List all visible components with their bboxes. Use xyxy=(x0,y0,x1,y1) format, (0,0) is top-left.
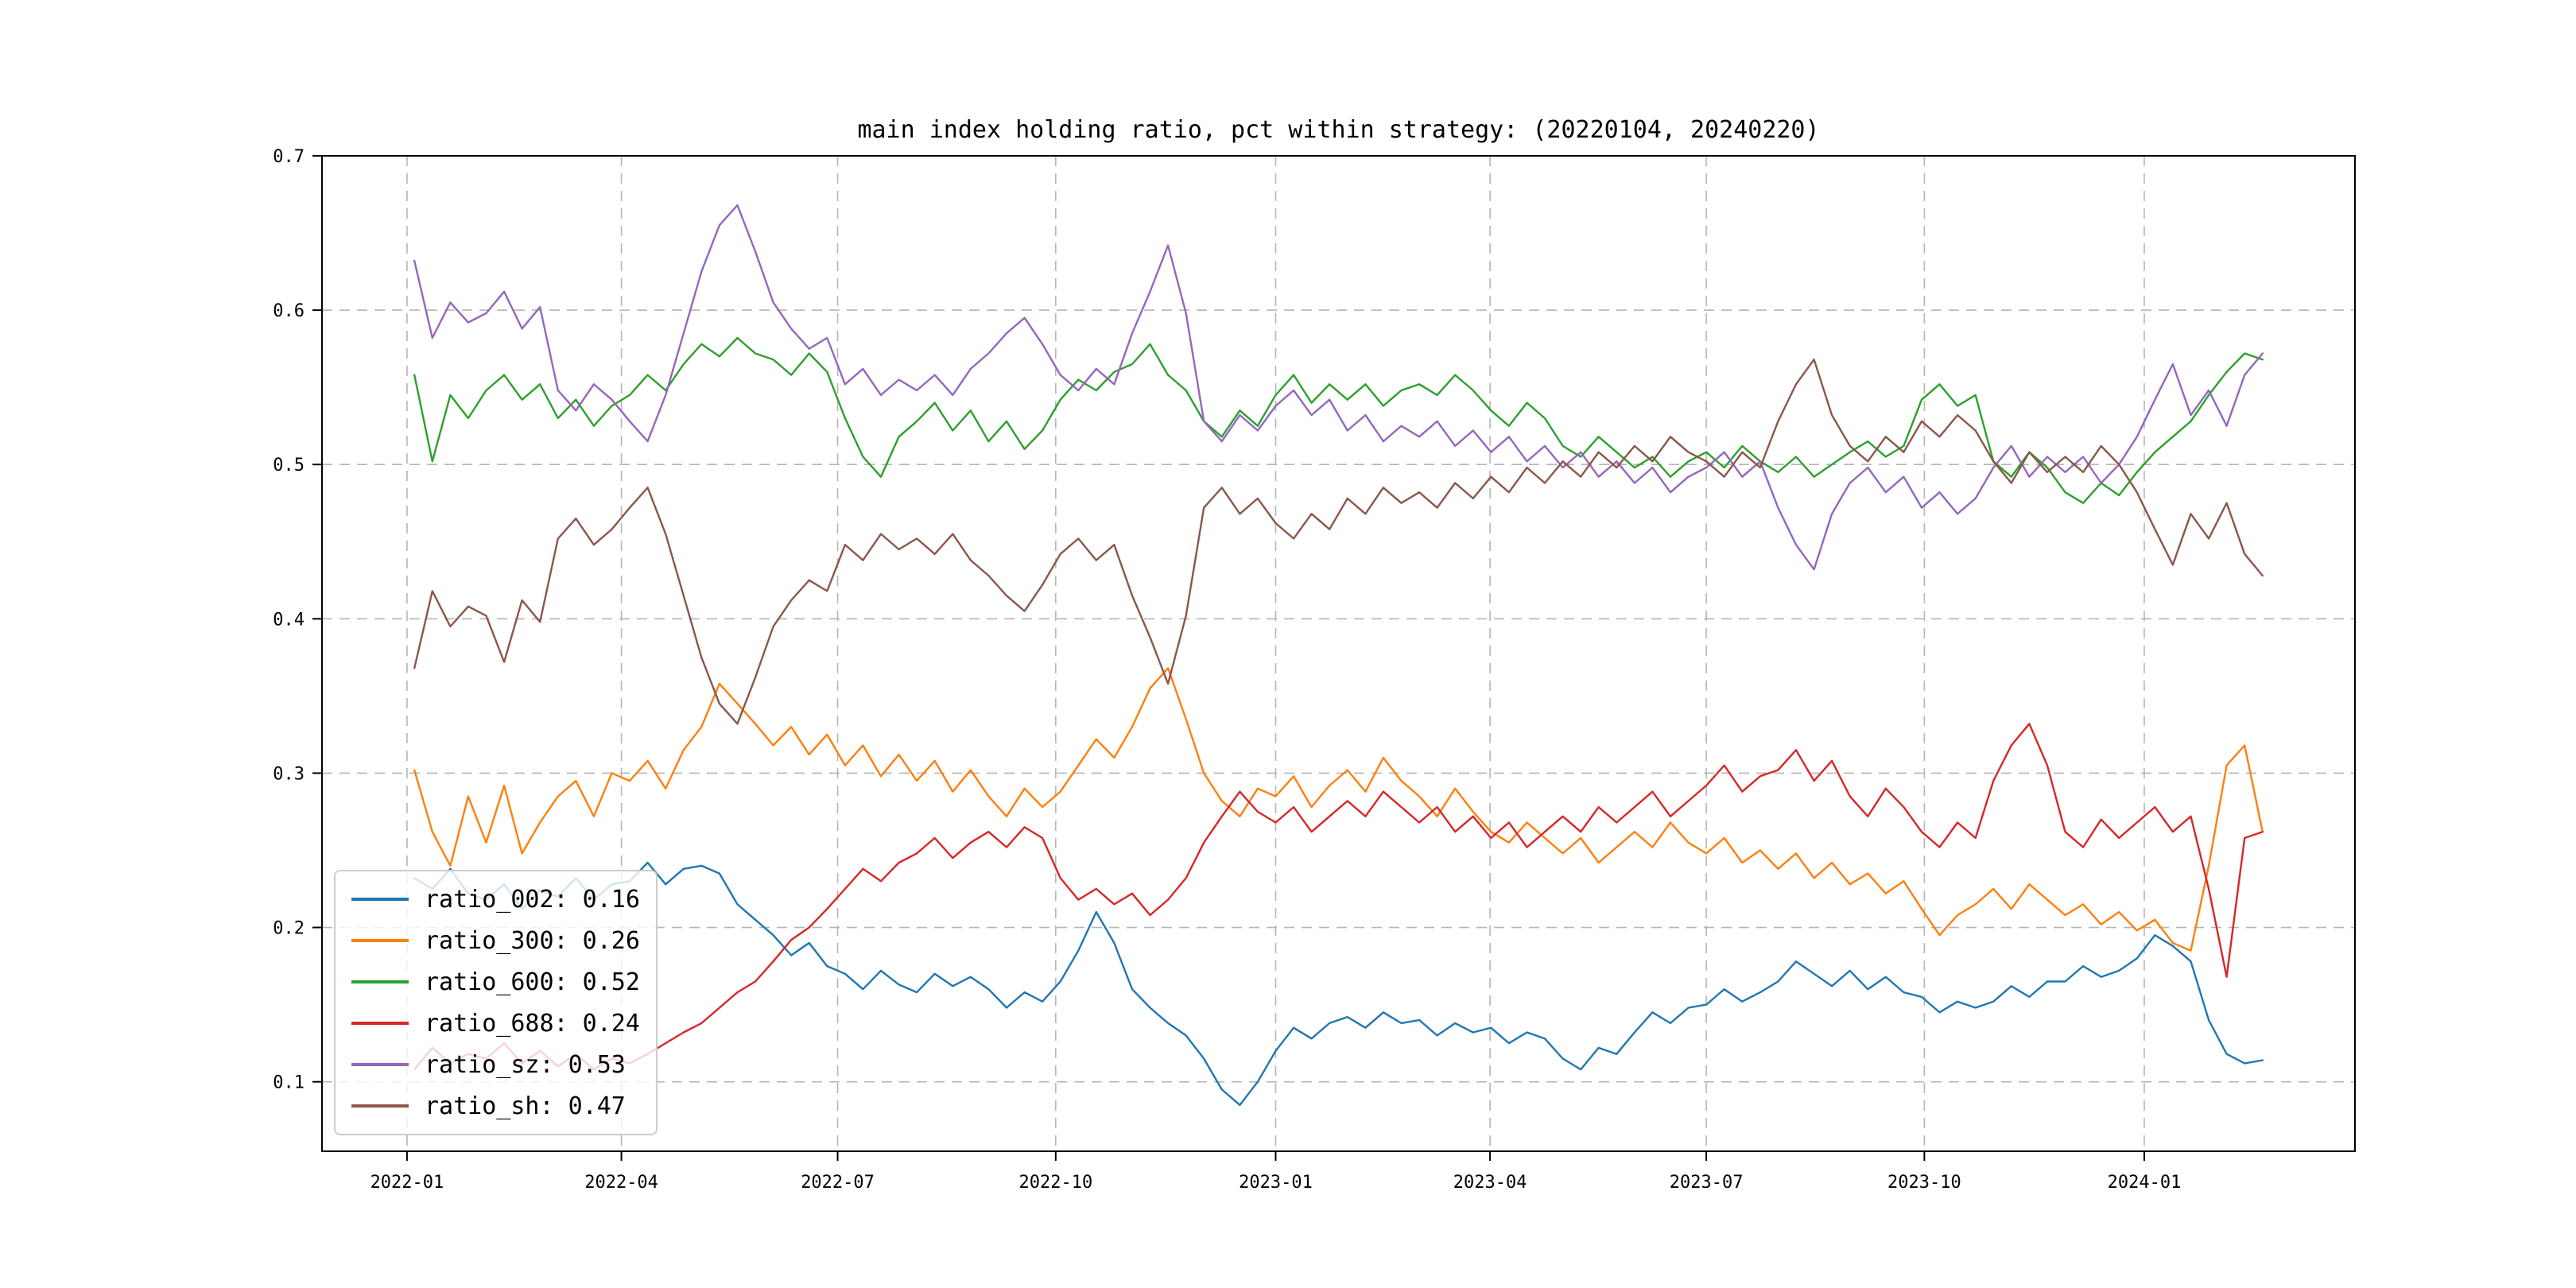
y-tick-label: 0.5 xyxy=(273,456,305,475)
legend-item-ratio_sh: ratio_sh: 0.47 xyxy=(351,1088,640,1124)
x-tick-label: 2022-07 xyxy=(801,1173,875,1193)
legend-label: ratio_688: 0.24 xyxy=(425,1009,640,1038)
legend-line-swatch xyxy=(351,980,409,983)
y-tick-label: 0.2 xyxy=(273,919,305,939)
legend-item-ratio_sz: ratio_sz: 0.53 xyxy=(351,1046,640,1083)
legend-label: ratio_600: 0.52 xyxy=(425,968,640,996)
legend-item-ratio_002: ratio_002: 0.16 xyxy=(351,881,640,918)
legend-item-ratio_688: ratio_688: 0.24 xyxy=(351,1005,640,1042)
x-tick-label: 2023-01 xyxy=(1239,1173,1313,1193)
y-tick-label: 0.3 xyxy=(273,764,305,784)
y-tick-label: 0.4 xyxy=(273,610,305,630)
chart-title: main index holding ratio, pct within str… xyxy=(857,116,1820,144)
x-tick-label: 2023-04 xyxy=(1453,1173,1527,1193)
x-tick-label: 2024-01 xyxy=(2108,1173,2182,1193)
legend-label: ratio_sz: 0.53 xyxy=(425,1050,626,1079)
legend-line-swatch xyxy=(351,898,409,901)
legend-line-swatch xyxy=(351,1022,409,1025)
series-line-ratio_600 xyxy=(413,336,2264,504)
legend-line-swatch xyxy=(351,1104,409,1108)
legend-label: ratio_sh: 0.47 xyxy=(425,1092,626,1120)
y-tick-label: 0.6 xyxy=(273,301,305,321)
x-tick-label: 2023-10 xyxy=(1887,1173,1961,1193)
y-tick-label: 0.1 xyxy=(273,1073,305,1093)
y-tick-label: 0.7 xyxy=(273,147,305,167)
legend-line-swatch xyxy=(351,939,409,942)
legend: ratio_002: 0.16 ratio_300: 0.26 ratio_600:… xyxy=(334,870,658,1135)
legend-item-ratio_600: ratio_600: 0.52 xyxy=(351,964,640,1000)
legend-label: ratio_300: 0.26 xyxy=(425,926,640,955)
series-line-ratio_002 xyxy=(413,861,2264,1107)
plot-border xyxy=(321,155,2356,1152)
series-line-ratio_300 xyxy=(413,667,2264,952)
legend-item-ratio_300: ratio_300: 0.26 xyxy=(351,922,640,959)
x-tick-label: 2022-10 xyxy=(1018,1173,1092,1193)
legend-line-swatch xyxy=(351,1063,409,1066)
x-tick-label: 2022-01 xyxy=(370,1173,444,1193)
x-tick-label: 2023-07 xyxy=(1670,1173,1744,1193)
series-line-ratio_688 xyxy=(413,723,2264,1071)
series-line-ratio_sh xyxy=(413,359,2264,725)
series-line-ratio_sz xyxy=(413,204,2264,571)
legend-label: ratio_002: 0.16 xyxy=(425,885,640,914)
x-tick-label: 2022-04 xyxy=(584,1173,658,1193)
